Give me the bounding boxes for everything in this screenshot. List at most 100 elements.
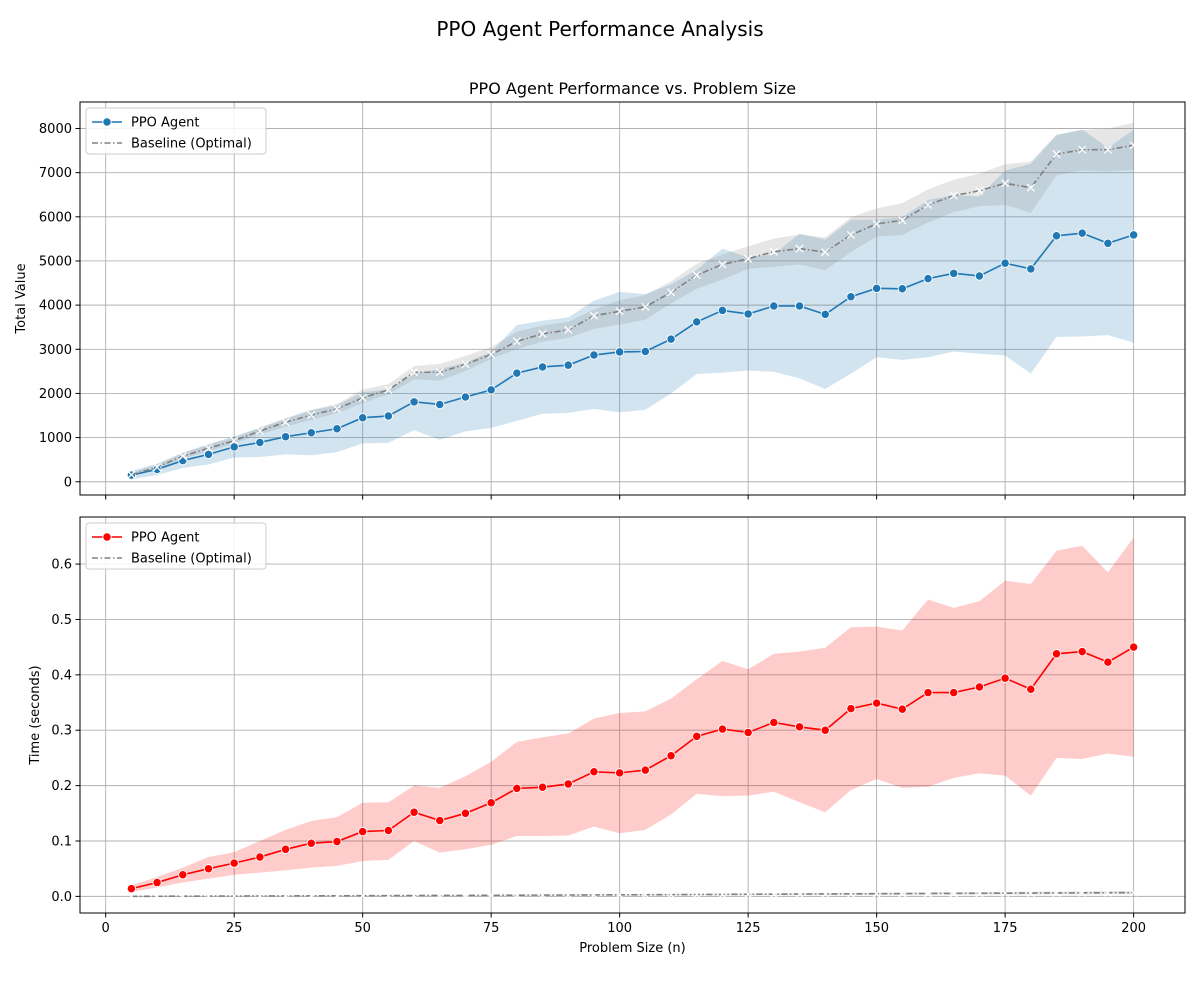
confidence-band-0 — [131, 537, 1134, 892]
data-point — [564, 325, 573, 334]
data-point — [230, 436, 239, 445]
data-point — [1077, 646, 1087, 657]
data-point — [1026, 264, 1036, 274]
data-point — [717, 724, 728, 734]
data-point — [589, 890, 599, 899]
series-line-1 — [131, 144, 1134, 476]
y-tick-label: 0.4 — [51, 668, 72, 683]
data-point — [718, 890, 727, 899]
data-point — [229, 858, 239, 868]
legend-box — [85, 522, 267, 570]
data-point — [306, 838, 316, 848]
data-point — [486, 798, 496, 808]
data-point — [974, 682, 985, 692]
data-point — [486, 385, 496, 395]
data-point — [1000, 673, 1010, 683]
plot-area — [80, 517, 1185, 913]
data-point — [460, 392, 471, 402]
data-point — [384, 385, 393, 394]
data-point — [410, 891, 419, 900]
x-tick-label: 100 — [607, 921, 632, 936]
data-point — [897, 284, 907, 294]
data-point — [178, 870, 188, 880]
data-point — [358, 393, 367, 402]
data-point — [563, 360, 573, 370]
x-tick-label: 50 — [354, 921, 371, 936]
y-tick-label: 8000 — [39, 122, 72, 137]
chart-panel-time: 0 25 50 75 100 125 150 175 200 0.0 0.1 0.2 0.3 0.4 0.5… — [28, 516, 1186, 956]
data-point — [898, 216, 907, 225]
figure-suptitle: PPO Agent Performance Analysis — [436, 17, 763, 41]
axes-frame — [79, 101, 1186, 496]
data-point — [743, 727, 753, 738]
y-axis: 0 1000 2000 3000 4000 5000 6000 7000 8000 — [39, 122, 80, 490]
data-point — [846, 889, 855, 898]
data-point — [615, 890, 624, 899]
data-point — [589, 767, 599, 777]
y-tick-label: 3000 — [39, 343, 72, 358]
data-point — [692, 731, 702, 741]
data-point — [666, 288, 676, 297]
y-tick-label: 0.6 — [51, 558, 72, 573]
data-point — [666, 751, 676, 761]
data-point — [1077, 228, 1087, 238]
data-point — [589, 350, 599, 360]
x-axis: 0 25 50 75 100 125 150 175 200 — [102, 913, 1146, 936]
data-point — [384, 891, 393, 900]
data-point — [512, 368, 522, 378]
data-point — [1078, 145, 1087, 154]
data-point — [563, 779, 573, 789]
data-point — [821, 889, 830, 899]
y-tick-label: 4000 — [39, 299, 72, 314]
data-point — [204, 892, 213, 901]
data-point — [127, 470, 136, 479]
data-point — [332, 891, 342, 900]
data-point — [152, 464, 162, 475]
legend-box — [85, 107, 267, 155]
data-point — [280, 432, 291, 442]
data-point — [178, 452, 187, 461]
data-point — [280, 844, 291, 854]
data-point — [383, 825, 394, 836]
data-point — [949, 268, 959, 278]
data-point — [821, 248, 830, 257]
y-tick-label: 2000 — [39, 387, 72, 402]
data-point — [461, 360, 470, 369]
series-line-1 — [131, 891, 1134, 898]
y-axis-label: Time (seconds) — [28, 665, 43, 765]
data-point — [332, 424, 342, 434]
data-point — [846, 292, 856, 302]
data-point — [1103, 888, 1112, 897]
y-tick-label: 0.3 — [51, 724, 72, 739]
data-point — [769, 247, 778, 256]
data-point — [692, 271, 701, 280]
data-point — [846, 230, 855, 239]
data-point — [769, 717, 779, 728]
y-axis: 0.0 0.1 0.2 0.3 0.4 0.5 0.6 — [51, 558, 80, 905]
y-axis-label: Total Value — [14, 263, 29, 334]
data-point — [435, 399, 445, 410]
data-point — [871, 283, 882, 293]
data-point — [949, 889, 958, 898]
data-point — [1051, 649, 1062, 659]
data-point — [1128, 642, 1139, 652]
data-point — [692, 317, 702, 327]
data-point — [126, 883, 137, 894]
data-point — [409, 807, 419, 817]
x-tick-label: 25 — [226, 921, 243, 936]
data-point — [898, 889, 907, 898]
data-point — [461, 891, 470, 900]
data-point — [306, 428, 316, 438]
data-point — [1026, 183, 1035, 192]
data-point — [332, 404, 342, 413]
data-point — [307, 891, 316, 900]
y-tick-label: 0.2 — [51, 779, 72, 794]
series-line-0 — [131, 232, 1134, 476]
data-point — [794, 301, 805, 311]
data-point — [974, 271, 985, 281]
data-point — [1103, 238, 1113, 248]
x-axis — [105, 495, 1135, 500]
data-point — [744, 254, 753, 263]
data-point — [1129, 888, 1138, 897]
